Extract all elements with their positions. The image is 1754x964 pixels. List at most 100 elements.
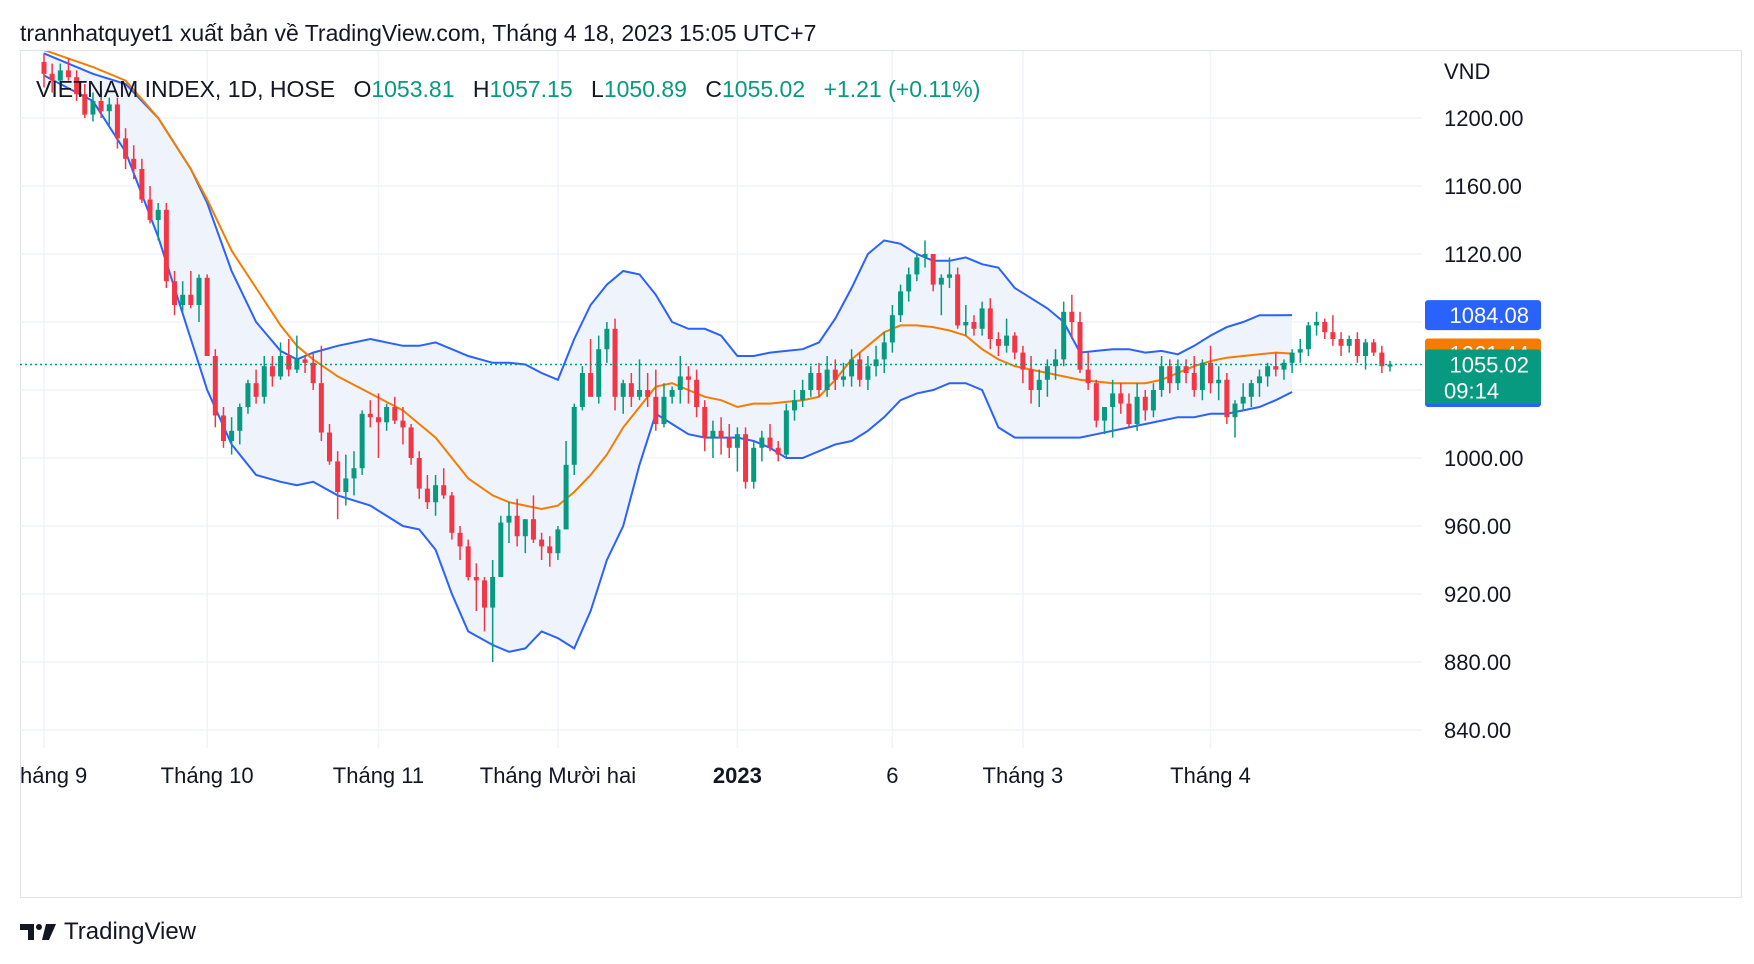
candle-body — [995, 339, 1001, 346]
candle — [767, 424, 773, 452]
candle — [204, 274, 210, 356]
candle-body — [710, 430, 716, 438]
candle-body — [791, 400, 797, 411]
candle-body — [1085, 369, 1091, 384]
candle-body — [196, 277, 202, 305]
candle-body — [327, 432, 333, 462]
candle — [1134, 383, 1140, 431]
candle-body — [1224, 379, 1230, 418]
candle-body — [1273, 366, 1279, 370]
candle — [555, 526, 561, 560]
candle — [57, 63, 63, 93]
candle — [367, 400, 373, 428]
candle-body — [408, 427, 414, 458]
publish-info: trannhatquyet1 xuất bản về TradingView.c… — [20, 20, 817, 46]
candle — [359, 410, 365, 475]
upper-band-price-label: 1084.08 — [1425, 300, 1541, 331]
candle — [751, 441, 757, 489]
candle-body — [751, 447, 757, 482]
y-tick-label: 1160.00 — [1444, 174, 1522, 199]
candle — [743, 427, 749, 489]
candlestick-chart[interactable]: VND 1200.00 1160.00 1120.00 1000.00 960.00 920… — [0, 0, 1754, 900]
candle-body — [457, 532, 463, 547]
candle-body — [596, 349, 602, 397]
candle — [898, 284, 904, 322]
candle — [1175, 359, 1181, 390]
candle-body — [82, 94, 88, 115]
candle — [979, 301, 985, 336]
candle-body — [588, 373, 594, 397]
candle-body — [1289, 352, 1295, 363]
candle — [726, 424, 732, 458]
candle-body — [1265, 366, 1271, 377]
candle — [65, 58, 71, 81]
candle — [1167, 359, 1173, 394]
candle-body — [1322, 322, 1328, 333]
upper-band-line — [43, 52, 1293, 382]
candle — [710, 420, 716, 458]
candle — [645, 373, 651, 407]
candle — [1346, 335, 1352, 353]
candle-body — [1077, 322, 1083, 370]
candle — [375, 393, 381, 458]
symbol-label[interactable]: VIETNAM INDEX, 1D, HOSE — [36, 76, 336, 102]
candle — [327, 424, 333, 465]
candle — [539, 532, 545, 560]
candle — [791, 390, 797, 421]
candle-body — [808, 373, 814, 390]
candle-body — [979, 308, 985, 329]
candle-body — [1216, 379, 1222, 384]
candle — [1305, 322, 1311, 356]
basis-line — [43, 51, 1293, 511]
candle — [734, 427, 740, 472]
candle — [106, 97, 112, 125]
candle — [351, 451, 357, 496]
candle-body — [359, 413, 365, 469]
candle-body — [685, 376, 691, 380]
candle-body — [351, 468, 357, 479]
candle — [253, 369, 259, 404]
change-value: +1.21 (+0.11%) — [823, 76, 981, 102]
candle-body — [57, 70, 63, 81]
candle — [1281, 359, 1287, 380]
candle — [318, 345, 324, 441]
bollinger-bands — [43, 51, 1293, 653]
candle-body — [1387, 364, 1393, 367]
candle-body — [620, 383, 626, 397]
candle-body — [1012, 335, 1018, 353]
candle — [229, 417, 235, 455]
tradingview-logo[interactable]: TradingView — [20, 918, 196, 946]
brand-label: TradingView — [64, 918, 197, 945]
candle-body — [245, 383, 251, 407]
candle-body — [547, 546, 553, 554]
candle-body — [114, 104, 120, 139]
candle — [628, 373, 634, 407]
candle-body — [522, 519, 528, 537]
candle — [694, 369, 700, 418]
candle — [416, 451, 422, 499]
low-value: 1050.89 — [603, 76, 687, 102]
open-value: 1053.81 — [371, 76, 455, 102]
candle-body — [318, 383, 324, 433]
candle — [955, 267, 961, 329]
candle-body — [930, 254, 936, 285]
currency-label: VND — [1444, 59, 1490, 84]
candle — [800, 379, 806, 407]
candle-body — [1126, 403, 1132, 424]
candle — [131, 145, 137, 180]
candle — [180, 281, 186, 312]
candle-body — [767, 437, 773, 448]
candle — [114, 97, 120, 149]
candle — [840, 362, 846, 387]
candle-body — [1232, 403, 1238, 418]
x-tick-label: Tháng Mười hai — [480, 763, 636, 788]
price-axis: VND 1200.00 1160.00 1120.00 1000.00 960.00 920… — [1444, 59, 1524, 743]
candle-body — [865, 366, 871, 380]
candle-body — [302, 359, 308, 363]
candle-body — [816, 373, 822, 390]
candle — [1265, 362, 1271, 387]
candle-body — [506, 515, 512, 523]
candle — [987, 298, 993, 350]
upper-band-price-label-bg — [1425, 300, 1541, 331]
candle — [1159, 356, 1165, 397]
